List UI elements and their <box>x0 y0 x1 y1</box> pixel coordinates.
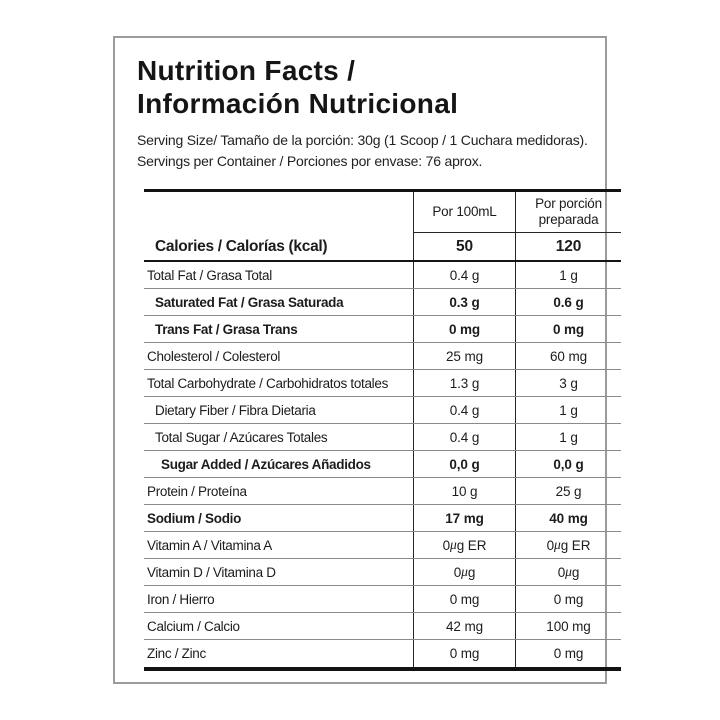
row-value-per-porcion: 1 g <box>515 397 621 423</box>
row-label: Total Fat / Grasa Total <box>147 267 272 283</box>
page-title: Nutrition Facts / Información Nutriciona… <box>137 54 605 120</box>
row-value-per-porcion: 0 mg <box>515 316 621 342</box>
facts-table-body: Calories / Calorías (kcal) 50 120 Total Fat… <box>144 233 621 667</box>
table-row: Sodium / Sodio 17 mg 40 mg <box>144 505 621 532</box>
row-value-per-100ml: 0 mg <box>413 586 515 612</box>
row-label: Calories / Calorías (kcal) <box>155 237 328 255</box>
row-value-per-porcion: 60 mg <box>515 343 621 369</box>
column-header-per-100ml: Por 100mL <box>413 192 515 233</box>
table-row: Calories / Calorías (kcal) 50 120 <box>144 233 621 262</box>
row-label: Vitamin D / Vitamina D <box>147 564 276 580</box>
row-value-per-porcion: 0 mg <box>515 640 621 667</box>
row-value-per-100ml: 42 mg <box>413 613 515 639</box>
row-label: Sugar Added / Azúcares Añadidos <box>161 456 371 472</box>
serving-size-text: Serving Size/ Tamaño de la porción: 30g … <box>137 132 588 148</box>
table-row: Protein / Proteína 10 g 25 g <box>144 478 621 505</box>
nutrition-label-box: Nutrition Facts / Información Nutriciona… <box>113 36 621 684</box>
row-label: Zinc / Zinc <box>147 646 206 661</box>
table-row: Total Carbohydrate / Carbohidratos total… <box>144 370 621 397</box>
row-value-per-porcion: 0 mg <box>515 586 621 612</box>
row-value-per-100ml: 1.3 g <box>413 370 515 396</box>
row-value-per-100ml: 0.3 g <box>413 289 515 315</box>
row-value-per-100ml: 17 mg <box>413 505 515 531</box>
row-value-per-100ml: 0,0 g <box>413 451 515 477</box>
row-value-per-porcion: 3 g <box>515 370 621 396</box>
row-label: Vitamin A / Vitamina A <box>147 537 272 553</box>
title-line-1: Nutrition Facts / <box>137 55 356 86</box>
column-header-per-porcion: Por porción preparada <box>515 192 621 233</box>
table-row: Sugar Added / Azúcares Añadidos 0,0 g 0,0 … <box>144 451 621 478</box>
table-row: Cholesterol / Colesterol 25 mg 60 mg <box>144 343 621 370</box>
label-content: Nutrition Facts / Información Nutriciona… <box>115 38 621 671</box>
row-value-per-porcion: 40 mg <box>515 505 621 531</box>
row-value-per-porcion: 1 g <box>515 262 621 288</box>
column-header-empty <box>144 192 413 233</box>
row-value-per-100ml: 0 mg <box>413 316 515 342</box>
table-row: Trans Fat / Grasa Trans 0 mg 0 mg <box>144 316 621 343</box>
row-value-per-porcion: 25 g <box>515 478 621 504</box>
row-label: Calcium / Calcio <box>147 618 240 634</box>
table-row: Calcium / Calcio 42 mg 100 mg <box>144 613 621 640</box>
table-row: Saturated Fat / Grasa Saturada 0.3 g 0.6 g <box>144 289 621 316</box>
row-value-per-100ml: 0.4 g <box>413 397 515 423</box>
title-line-2: Información Nutricional <box>137 88 459 119</box>
row-label: Trans Fat / Grasa Trans <box>155 321 298 337</box>
row-label: Sodium / Sodio <box>147 510 242 526</box>
row-value-per-100ml: 0 mg <box>413 640 515 667</box>
facts-table: Por 100mL Por porción preparada Calories… <box>144 189 621 671</box>
row-value-per-porcion: 1 g <box>515 424 621 450</box>
row-value-per-porcion: 100 mg <box>515 613 621 639</box>
row-value-per-100ml: 25 mg <box>413 343 515 369</box>
row-label: Total Carbohydrate / Carbohidratos total… <box>147 375 389 391</box>
row-value-per-100ml: 0.4 g <box>413 262 515 288</box>
row-value-per-porcion: 120 <box>515 233 621 260</box>
row-label: Cholesterol / Colesterol <box>147 348 281 364</box>
table-row: Iron / Hierro 0 mg 0 mg <box>144 586 621 613</box>
row-value-per-100ml: 50 <box>413 233 515 260</box>
row-label: Total Sugar / Azúcares Totales <box>155 429 328 445</box>
row-value-per-100ml: 0.4 g <box>413 424 515 450</box>
row-label: Protein / Proteína <box>147 483 247 499</box>
servings-per-container-text: Servings per Container / Porciones por e… <box>137 153 483 169</box>
table-header-row: Por 100mL Por porción preparada <box>144 192 621 233</box>
row-value-per-porcion: 0,0 g <box>515 451 621 477</box>
row-value-per-porcion: 0.6 g <box>515 289 621 315</box>
table-row: Zinc / Zinc 0 mg 0 mg <box>144 640 621 667</box>
row-value-per-100ml: 10 g <box>413 478 515 504</box>
row-label: Saturated Fat / Grasa Saturada <box>155 294 344 310</box>
row-label: Dietary Fiber / Fibra Dietaria <box>155 402 316 418</box>
serving-info: Serving Size/ Tamaño de la porción: 30g … <box>137 130 605 172</box>
row-label: Iron / Hierro <box>147 591 215 607</box>
